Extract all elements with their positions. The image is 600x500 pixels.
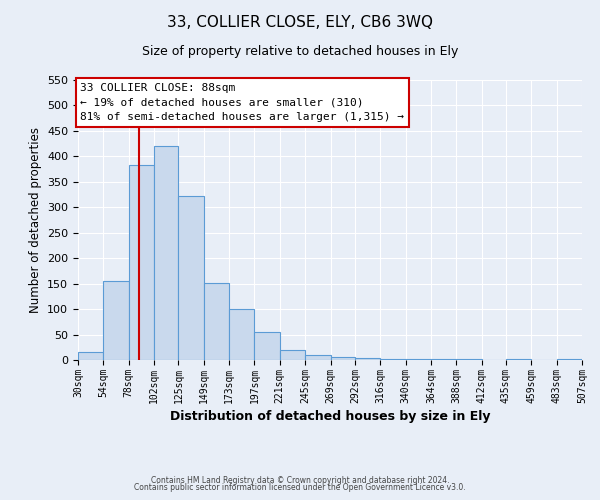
Bar [331, 358, 355, 360]
Text: Contains public sector information licensed under the Open Government Licence v3: Contains public sector information licen… [134, 484, 466, 492]
Bar [154, 146, 178, 360]
Bar [129, 165, 154, 360]
Bar [380, 359, 406, 360]
Bar [204, 282, 229, 360]
Text: 33 COLLIER CLOSE: 88sqm
← 19% of detached houses are smaller (310)
81% of semi-d: 33 COLLIER CLOSE: 88sqm ← 19% of detache… [80, 82, 404, 122]
Y-axis label: Number of detached properties: Number of detached properties [29, 127, 41, 313]
Text: 33, COLLIER CLOSE, ELY, CB6 3WQ: 33, COLLIER CLOSE, ELY, CB6 3WQ [167, 15, 433, 30]
Bar [355, 358, 380, 360]
Bar [103, 281, 129, 360]
Bar [229, 309, 254, 360]
Bar [178, 196, 204, 360]
Bar [557, 359, 582, 360]
Bar [305, 355, 331, 360]
Bar [280, 350, 305, 360]
Text: Size of property relative to detached houses in Ely: Size of property relative to detached ho… [142, 45, 458, 58]
Text: Contains HM Land Registry data © Crown copyright and database right 2024.: Contains HM Land Registry data © Crown c… [151, 476, 449, 485]
X-axis label: Distribution of detached houses by size in Ely: Distribution of detached houses by size … [170, 410, 490, 423]
Bar [78, 352, 103, 360]
Bar [254, 332, 280, 360]
